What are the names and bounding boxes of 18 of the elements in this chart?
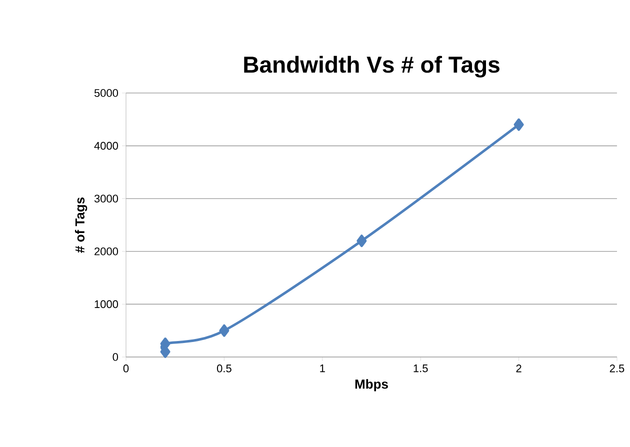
chart-title: Bandwidth Vs # of Tags: [244, 56, 500, 78]
y-tick-label: 3000: [94, 194, 118, 202]
x-tick-label: 1.5: [414, 364, 428, 372]
y-tick-label: 4000: [94, 142, 118, 150]
point: [219, 324, 230, 337]
x-tick-label: 0: [123, 364, 129, 372]
y-axis-title: # of Tags: [74, 197, 88, 253]
x-axis-title: Mbps: [355, 379, 388, 392]
x-tick-label: 0.5: [216, 364, 232, 372]
y-tick-label: 2000: [94, 248, 118, 256]
x-tick-label: 1: [320, 364, 325, 372]
point: [514, 118, 524, 131]
point: [356, 234, 367, 248]
x-tick-label: 2.5: [610, 364, 624, 372]
y-tick-label: 0: [112, 353, 118, 361]
y-tick-label: 5000: [94, 89, 118, 97]
y-tick-label: 1000: [94, 300, 118, 308]
x-tick-label: 2: [516, 364, 522, 372]
